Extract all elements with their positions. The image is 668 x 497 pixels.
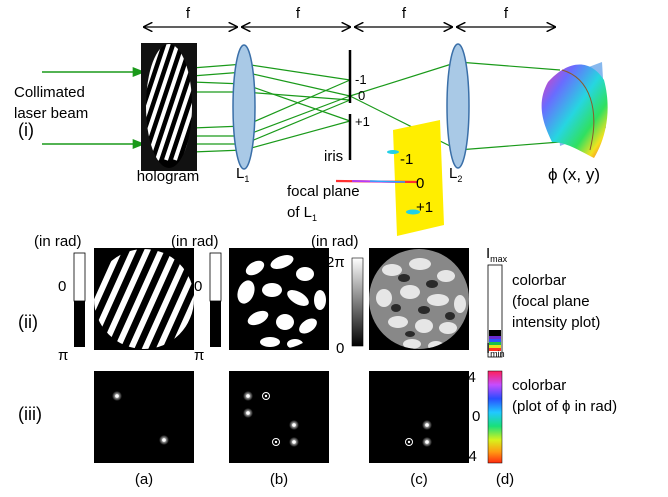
order-label: -1 (355, 72, 367, 87)
bar-tick: π (58, 347, 68, 364)
colorbar-caption: (focal plane (512, 293, 590, 310)
column-label-a: (a) (135, 471, 153, 488)
intensity-min-label: Imin (486, 340, 505, 359)
phase-mask-a (94, 248, 194, 350)
focal-label: f (504, 5, 509, 22)
intensity-colorbar (487, 264, 503, 358)
order-label: -1 (400, 151, 413, 168)
row-label-iii: (iii) (18, 404, 42, 424)
bar-tick: 0 (58, 278, 66, 295)
iris-label: iris (324, 148, 343, 165)
hologram-label: hologram (137, 168, 200, 185)
grey-colorbar (351, 257, 364, 347)
binary-colorbar (209, 252, 222, 347)
colorbar-caption: (plot of ϕ in rad) (512, 398, 617, 415)
focal-spots-a (94, 371, 194, 463)
intensity-max-label: Imax (486, 245, 508, 264)
phase-bar-bottom: -2.4 (451, 448, 477, 465)
in-rad-label: (in rad) (171, 233, 219, 250)
focal-label: f (186, 5, 191, 22)
bar-tick: π (194, 347, 204, 364)
focal-plane-label: of L1 (287, 204, 317, 223)
focal-plane-label: focal plane (287, 183, 360, 200)
in-rad-label: (in rad) (34, 233, 82, 250)
hologram-grating (141, 43, 197, 171)
focal-spots-b (229, 371, 329, 463)
column-label-b: (b) (270, 471, 288, 488)
phase-mask-b (229, 248, 329, 350)
bar-tick: 2π (326, 254, 345, 271)
phase-bar-top: 2.4 (455, 369, 476, 386)
lens-l2-label: L2 (449, 165, 462, 184)
lens-l1-label: L1 (236, 165, 249, 184)
lens-l2 (446, 43, 470, 169)
colorbar-caption: intensity plot) (512, 314, 600, 331)
order-label: 0 (358, 88, 365, 103)
phase-surface (541, 62, 608, 158)
beam-label: Collimated laser beam (14, 84, 88, 122)
phase-bar-mid: 0 (472, 408, 480, 425)
phi-label: ϕ (x, y) (548, 165, 600, 184)
svg-text:Collimated: Collimated (14, 84, 85, 101)
phase-mask-c (369, 248, 469, 350)
order-label: 0 (416, 175, 424, 192)
colorbar-caption: colorbar (512, 272, 566, 289)
column-label-c: (c) (410, 471, 428, 488)
colorbar-caption: colorbar (512, 377, 566, 394)
bar-tick: 0 (194, 278, 202, 295)
binary-colorbar (73, 252, 86, 347)
order-label: +1 (355, 114, 370, 129)
row-label-ii: (ii) (18, 312, 38, 332)
svg-text:laser beam: laser beam (14, 105, 88, 122)
order-label: +1 (416, 199, 433, 216)
incoming-beams (42, 66, 146, 150)
in-rad-label: (in rad) (311, 233, 359, 250)
focal-label: f (296, 5, 301, 22)
lens-l1 (232, 44, 256, 170)
phase-colorbar (487, 370, 503, 464)
column-label-d: (d) (496, 471, 514, 488)
focal-screen (335, 120, 444, 236)
bar-tick: 0 (336, 340, 344, 357)
focal-label: f (402, 5, 407, 22)
focal-spots-c (369, 371, 469, 463)
row-label-i: (i) (18, 120, 34, 140)
focal-length-arrows: f f f f (144, 5, 555, 27)
